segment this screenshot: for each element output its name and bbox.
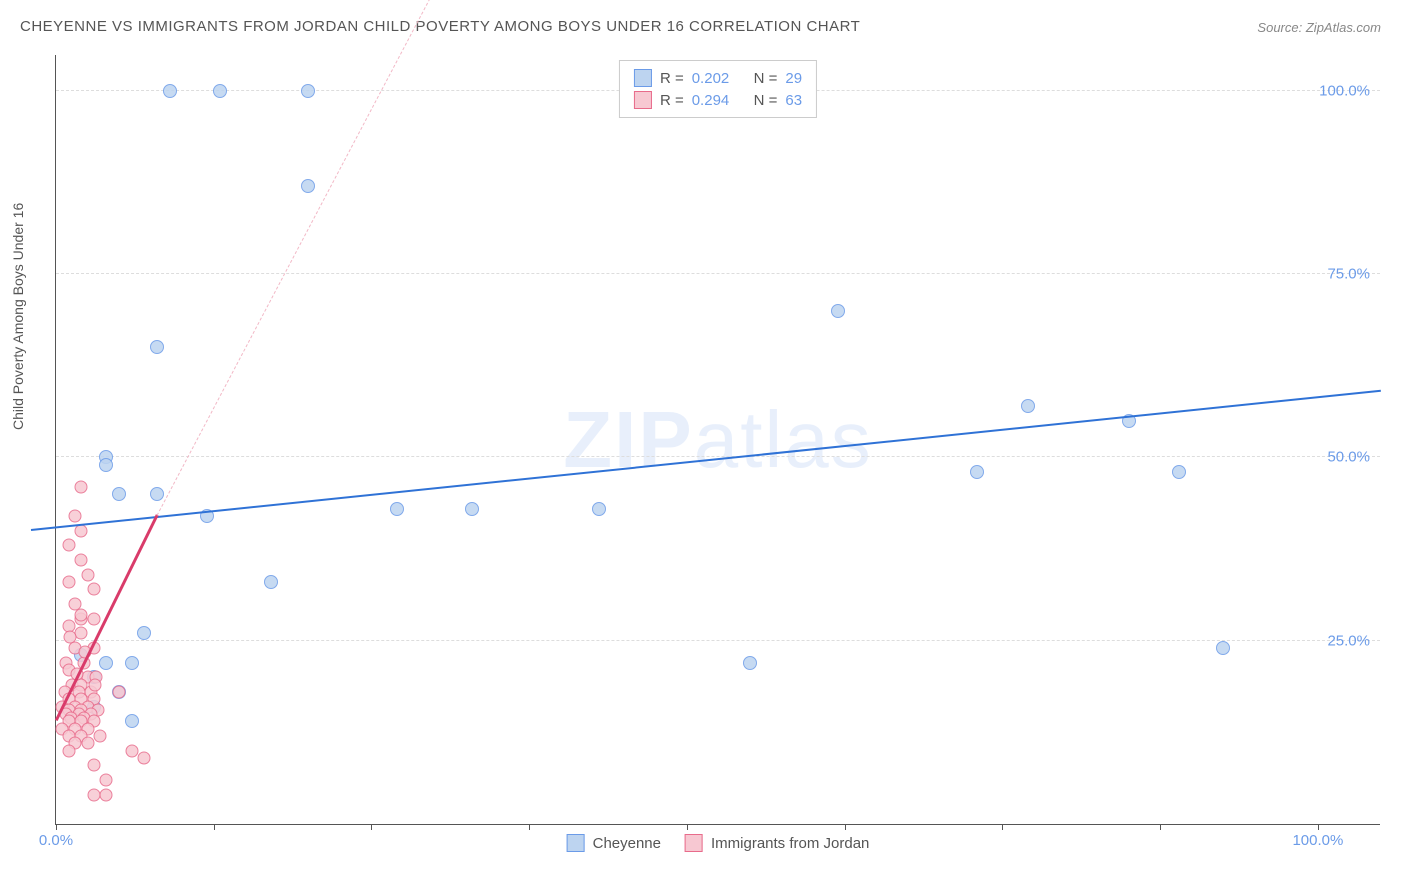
trend-line-ext-jordan — [156, 0, 498, 516]
data-point-jordan — [94, 730, 107, 743]
r-label: R = — [660, 92, 684, 109]
n-label: N = — [754, 92, 778, 109]
watermark-zip: ZIP — [563, 395, 693, 484]
data-point-cheyenne — [264, 575, 278, 589]
data-point-cheyenne — [99, 458, 113, 472]
swatch-jordan — [685, 834, 703, 852]
data-point-jordan — [138, 752, 151, 765]
n-value-cheyenne: 29 — [785, 70, 802, 87]
data-point-cheyenne — [831, 304, 845, 318]
y-tick-label: 75.0% — [1327, 266, 1370, 283]
data-point-cheyenne — [1021, 399, 1035, 413]
chart-title: CHEYENNE VS IMMIGRANTS FROM JORDAN CHILD… — [20, 18, 860, 35]
data-point-jordan — [62, 576, 75, 589]
x-tick — [529, 824, 530, 830]
source-attribution: Source: ZipAtlas.com — [1257, 20, 1381, 35]
x-tick — [1318, 824, 1319, 830]
data-point-jordan — [75, 627, 88, 640]
series-legend: Cheyenne Immigrants from Jordan — [567, 834, 870, 852]
x-tick — [687, 824, 688, 830]
data-point-jordan — [75, 480, 88, 493]
data-point-cheyenne — [99, 656, 113, 670]
data-point-jordan — [63, 631, 76, 644]
data-point-jordan — [87, 583, 100, 596]
data-point-cheyenne — [125, 714, 139, 728]
data-point-cheyenne — [150, 340, 164, 354]
source-value: ZipAtlas.com — [1306, 20, 1381, 35]
data-point-cheyenne — [163, 84, 177, 98]
data-point-jordan — [75, 609, 88, 622]
data-point-jordan — [87, 759, 100, 772]
data-point-jordan — [68, 510, 81, 523]
data-point-jordan — [62, 744, 75, 757]
data-point-cheyenne — [112, 487, 126, 501]
data-point-jordan — [87, 788, 100, 801]
data-point-cheyenne — [213, 84, 227, 98]
data-point-cheyenne — [150, 487, 164, 501]
legend-label-jordan: Immigrants from Jordan — [711, 835, 869, 852]
x-tick — [1002, 824, 1003, 830]
x-tick — [371, 824, 372, 830]
gridline-h — [56, 640, 1380, 641]
correlation-legend: R = 0.202 N = 29 R = 0.294 N = 63 — [619, 60, 817, 118]
x-tick — [1160, 824, 1161, 830]
data-point-cheyenne — [743, 656, 757, 670]
r-label: R = — [660, 70, 684, 87]
x-tick — [845, 824, 846, 830]
data-point-cheyenne — [137, 626, 151, 640]
data-point-cheyenne — [592, 502, 606, 516]
swatch-cheyenne — [567, 834, 585, 852]
x-tick — [56, 824, 57, 830]
swatch-jordan — [634, 91, 652, 109]
data-point-cheyenne — [465, 502, 479, 516]
y-tick-label: 50.0% — [1327, 449, 1370, 466]
plot-area: ZIPatlas 25.0%50.0%75.0%100.0%0.0%100.0%… — [55, 55, 1380, 825]
r-value-cheyenne: 0.202 — [692, 70, 730, 87]
data-point-jordan — [75, 554, 88, 567]
data-point-jordan — [62, 539, 75, 552]
r-value-jordan: 0.294 — [692, 92, 730, 109]
data-point-jordan — [125, 744, 138, 757]
y-tick-label: 100.0% — [1319, 82, 1370, 99]
n-value-jordan: 63 — [785, 92, 802, 109]
watermark: ZIPatlas — [563, 394, 872, 486]
trend-line-cheyenne — [31, 389, 1381, 530]
source-label: Source: — [1257, 20, 1302, 35]
data-point-cheyenne — [390, 502, 404, 516]
y-axis-label: Child Poverty Among Boys Under 16 — [10, 203, 26, 430]
legend-label-cheyenne: Cheyenne — [593, 835, 661, 852]
data-point-cheyenne — [301, 179, 315, 193]
data-point-jordan — [100, 788, 113, 801]
y-tick-label: 25.0% — [1327, 632, 1370, 649]
x-tick-label: 100.0% — [1292, 832, 1343, 849]
swatch-cheyenne — [634, 69, 652, 87]
legend-row-cheyenne: R = 0.202 N = 29 — [634, 67, 802, 89]
n-label: N = — [754, 70, 778, 87]
legend-item-cheyenne: Cheyenne — [567, 834, 661, 852]
data-point-cheyenne — [970, 465, 984, 479]
data-point-cheyenne — [1172, 465, 1186, 479]
x-tick — [214, 824, 215, 830]
data-point-jordan — [100, 774, 113, 787]
legend-item-jordan: Immigrants from Jordan — [685, 834, 869, 852]
data-point-jordan — [81, 568, 94, 581]
data-point-cheyenne — [125, 656, 139, 670]
data-point-jordan — [81, 737, 94, 750]
gridline-h — [56, 273, 1380, 274]
data-point-jordan — [113, 686, 126, 699]
watermark-atlas: atlas — [694, 395, 873, 484]
data-point-cheyenne — [301, 84, 315, 98]
data-point-cheyenne — [1216, 641, 1230, 655]
data-point-jordan — [87, 612, 100, 625]
x-tick-label: 0.0% — [39, 832, 73, 849]
legend-row-jordan: R = 0.294 N = 63 — [634, 89, 802, 111]
data-point-jordan — [89, 678, 102, 691]
